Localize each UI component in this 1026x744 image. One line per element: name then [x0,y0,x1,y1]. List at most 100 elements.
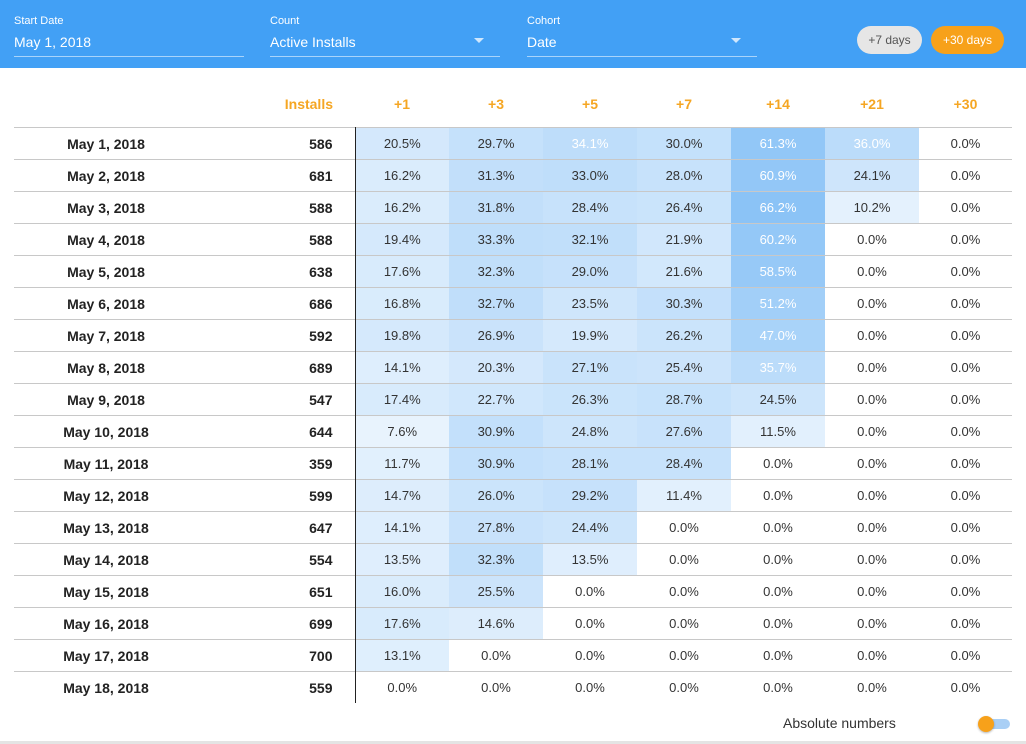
retention-cell: 11.4% [637,479,731,512]
retention-cell: 26.4% [637,191,731,224]
retention-cell: 16.8% [355,287,449,320]
table-header: Installs +1 +3 +5 +7 +14 +21 +30 [14,80,1012,128]
retention-cell: 13.5% [355,543,449,576]
installs-count: 359 [198,447,356,480]
installs-count: 644 [198,415,356,448]
retention-cell: 24.5% [731,383,825,416]
count-underline [270,56,500,57]
retention-cell: 0.0% [825,607,919,640]
count-select[interactable]: Count Active Installs [270,0,500,68]
cohort-date: May 14, 2018 [14,543,198,576]
retention-cell: 0.0% [543,575,637,608]
table-row: May 10, 2018 644 7.6% 30.9% 24.8% 27.6% 11.5% 0… [14,415,1012,448]
retention-cell: 0.0% [825,479,919,512]
retention-cell: 33.0% [543,159,637,192]
retention-cell: 0.0% [919,383,1012,416]
count-label: Count [270,15,300,27]
retention-cell: 16.2% [355,159,449,192]
retention-cell: 0.0% [919,127,1012,160]
installs-count: 599 [198,479,356,512]
table-row: May 5, 2018 638 17.6% 32.3% 29.0% 21.6% 58.5% 0… [14,255,1012,288]
retention-cell: 0.0% [919,511,1012,544]
retention-cell: 19.9% [543,319,637,352]
retention-cell: 30.0% [637,127,731,160]
cohort-select[interactable]: Cohort Date [527,0,757,68]
retention-cell: 28.7% [637,383,731,416]
installs-count: 638 [198,255,356,288]
cohort-date: May 8, 2018 [14,351,198,384]
cohort-date: May 15, 2018 [14,575,198,608]
retention-cell: 32.1% [543,223,637,256]
table-row: May 11, 2018 359 11.7% 30.9% 28.1% 28.4% 0.0% 0… [14,447,1012,480]
retention-cell: 0.0% [449,639,543,672]
retention-cell: 19.4% [355,223,449,256]
table-row: May 2, 2018 681 16.2% 31.3% 33.0% 28.0% 60.9% 2… [14,159,1012,192]
cohort-date: May 7, 2018 [14,319,198,352]
retention-cell: 22.7% [449,383,543,416]
plus-30-days-button[interactable]: +30 days [931,26,1004,54]
retention-cell: 24.8% [543,415,637,448]
cohort-date: May 10, 2018 [14,415,198,448]
retention-cell: 10.2% [825,191,919,224]
cohort-table: Installs +1 +3 +5 +7 +14 +21 +30 May 1, 2018 586… [14,80,1012,703]
retention-cell: 0.0% [731,479,825,512]
retention-cell: 14.1% [355,351,449,384]
start-date-field[interactable]: Start Date May 1, 2018 [14,0,244,68]
retention-cell: 26.9% [449,319,543,352]
cohort-underline [527,56,757,57]
retention-cell: 0.0% [637,671,731,703]
retention-cell: 0.0% [825,639,919,672]
retention-cell: 0.0% [731,511,825,544]
table-row: May 18, 2018 559 0.0% 0.0% 0.0% 0.0% 0.0% 0.0% 0… [14,671,1012,703]
retention-cell: 11.5% [731,415,825,448]
bottom-divider [0,741,1026,744]
cohort-date: May 17, 2018 [14,639,198,672]
retention-cell: 29.7% [449,127,543,160]
retention-cell: 26.2% [637,319,731,352]
table-body: May 1, 2018 586 20.5% 29.7% 34.1% 30.0% 61.3% 3… [14,127,1012,703]
start-date-underline [14,56,244,57]
retention-cell: 17.4% [355,383,449,416]
installs-count: 588 [198,223,356,256]
retention-cell: 27.6% [637,415,731,448]
installs-count: 686 [198,287,356,320]
retention-cell: 30.9% [449,447,543,480]
retention-cell: 0.0% [919,159,1012,192]
cohort-value[interactable]: Date [527,34,557,50]
cohort-date: May 1, 2018 [14,127,198,160]
retention-cell: 0.0% [919,479,1012,512]
cohort-date: May 11, 2018 [14,447,198,480]
retention-cell: 13.5% [543,543,637,576]
retention-cell: 0.0% [825,255,919,288]
start-date-input[interactable]: May 1, 2018 [14,34,92,50]
cohort-dropdown-arrow-icon[interactable] [731,38,741,43]
plus-7-days-button[interactable]: +7 days [857,26,922,54]
toggle-track [988,719,1010,729]
retention-cell: 0.0% [919,319,1012,352]
retention-cell: 28.1% [543,447,637,480]
retention-cell: 0.0% [919,191,1012,224]
retention-cell: 0.0% [919,639,1012,672]
installs-count: 689 [198,351,356,384]
retention-cell: 0.0% [919,415,1012,448]
retention-cell: 0.0% [637,607,731,640]
cohort-date: May 16, 2018 [14,607,198,640]
retention-cell: 47.0% [731,319,825,352]
retention-cell: 60.2% [731,223,825,256]
absolute-numbers-toggle[interactable] [978,716,1010,732]
retention-cell: 14.7% [355,479,449,512]
table-row: May 4, 2018 588 19.4% 33.3% 32.1% 21.9% 60.2% 0… [14,223,1012,256]
retention-cell: 16.0% [355,575,449,608]
retention-cell: 0.0% [355,671,449,703]
count-dropdown-arrow-icon[interactable] [474,38,484,43]
retention-cell: 27.1% [543,351,637,384]
cohort-date: May 5, 2018 [14,255,198,288]
retention-cell: 0.0% [919,607,1012,640]
count-value[interactable]: Active Installs [270,34,356,50]
header-date-blank [14,80,198,128]
toggle-knob[interactable] [978,716,994,732]
installs-count: 554 [198,543,356,576]
retention-cell: 17.6% [355,255,449,288]
retention-cell: 0.0% [825,511,919,544]
start-date-label: Start Date [14,15,64,27]
